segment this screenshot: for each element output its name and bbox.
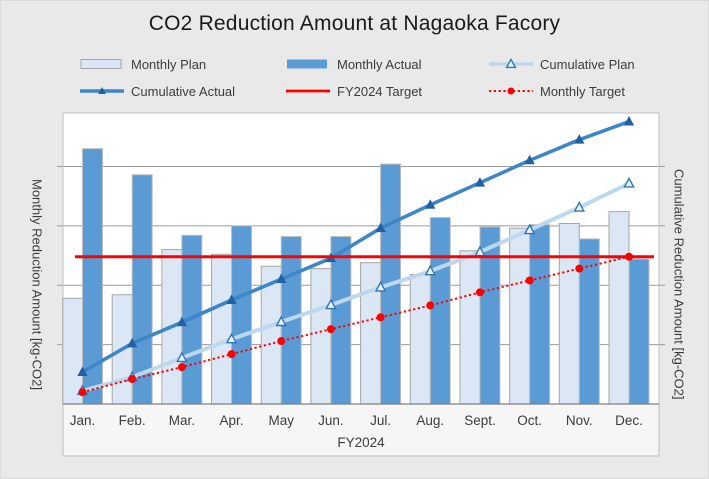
monthly-plan-bar bbox=[409, 274, 431, 405]
monthly-target-marker bbox=[376, 313, 385, 322]
monthly-target-marker bbox=[78, 388, 87, 397]
cumulative-actual-line bbox=[81, 119, 630, 374]
cumulative-actual-marker bbox=[524, 154, 535, 165]
monthly-actual-bar bbox=[429, 217, 451, 405]
cumulative-plan-marker bbox=[325, 298, 337, 310]
cumulative-actual-marker bbox=[77, 366, 88, 376]
chart-title: CO2 Reduction Amount at Nagaoka Facory bbox=[148, 12, 561, 35]
legend-label: Monthly Plan bbox=[131, 56, 207, 72]
x-axis-label: Mar. bbox=[168, 413, 195, 428]
monthly-plan-bar bbox=[62, 297, 83, 405]
monthly-plan-bar bbox=[211, 253, 233, 405]
monthly-target-marker bbox=[525, 276, 534, 285]
monthly-target-marker bbox=[575, 264, 584, 273]
right-axis-title: Cumulative Reduction Amount [kg-CO2] bbox=[671, 169, 687, 400]
legend-item-monthly-plan: Monthly Plan bbox=[79, 56, 206, 72]
x-axis-label: Jun. bbox=[318, 413, 344, 428]
legend-label: FY2024 Target bbox=[337, 83, 423, 99]
cumulative-actual-marker bbox=[474, 177, 486, 187]
line-solid-swatch bbox=[286, 89, 330, 93]
line-filled-triangle-swatch bbox=[80, 87, 124, 94]
left-axis-title: Monthly Reduction Amount [kg-CO2] bbox=[29, 179, 45, 390]
x-axis-label: Apr. bbox=[219, 413, 244, 428]
cumulative-plan-marker bbox=[225, 332, 238, 344]
legend-item-fy2024-target: FY2024 Target bbox=[285, 83, 422, 99]
cumulative-actual-marker bbox=[176, 316, 188, 327]
legend-label: Monthly Target bbox=[540, 83, 626, 99]
cumulative-actual-marker bbox=[574, 134, 585, 144]
cumulative-actual-marker bbox=[375, 222, 386, 233]
x-axis-label: Sept. bbox=[464, 413, 496, 428]
cumulative-plan-marker bbox=[523, 223, 536, 235]
x-axis-band bbox=[63, 404, 659, 456]
legend-item-monthly-actual: Monthly Actual bbox=[285, 56, 422, 72]
monthly-plan-bar bbox=[608, 211, 630, 405]
x-axis-label: Dec. bbox=[615, 413, 643, 428]
legend-item-cumulative-actual: Cumulative Actual bbox=[79, 83, 235, 99]
legend-label: Monthly Actual bbox=[337, 56, 422, 72]
x-axis-label: Feb. bbox=[118, 413, 146, 428]
monthly-actual-bar bbox=[628, 258, 650, 405]
monthly-target-marker bbox=[426, 301, 435, 310]
monthly-plan-bar bbox=[310, 268, 332, 405]
monthly-target-marker bbox=[277, 337, 286, 346]
cumulative-actual-marker bbox=[127, 337, 138, 348]
cumulative-actual-marker bbox=[226, 294, 237, 304]
monthly-target-marker bbox=[475, 288, 484, 297]
cumulative-actual-marker bbox=[623, 115, 635, 126]
monthly-actual-bar bbox=[529, 224, 551, 405]
bar-plan-swatch bbox=[80, 59, 122, 69]
x-axis-label: May bbox=[268, 413, 294, 428]
x-axis-label: Jan. bbox=[69, 413, 96, 428]
x-axis-label: Nov. bbox=[565, 413, 593, 428]
monthly-target-marker bbox=[177, 363, 186, 372]
line-open-triangle-swatch bbox=[489, 57, 533, 69]
x-axis-label: Aug. bbox=[416, 413, 445, 428]
bar-actual-swatch bbox=[287, 59, 327, 69]
x-axis-label: Oct. bbox=[517, 413, 543, 428]
monthly-actual-bar bbox=[231, 225, 253, 405]
monthly-target-marker bbox=[625, 252, 633, 261]
cumulative-plan-marker bbox=[176, 351, 188, 363]
cumulative-plan-marker bbox=[424, 264, 437, 276]
monthly-plan-bar bbox=[459, 250, 481, 405]
legend-item-cumulative-plan: Cumulative Plan bbox=[488, 56, 635, 72]
cumulative-plan-marker bbox=[623, 176, 635, 188]
monthly-target-marker bbox=[128, 375, 137, 384]
cumulative-plan-marker bbox=[573, 200, 586, 212]
cumulative-actual-marker bbox=[425, 199, 436, 209]
legend-label: Cumulative Plan bbox=[540, 56, 635, 72]
line-dotted-swatch bbox=[489, 87, 533, 95]
cumulative-plan-marker bbox=[275, 315, 287, 327]
legend-item-monthly-target: Monthly Target bbox=[488, 83, 625, 99]
x-axis-title: FY2024 bbox=[337, 435, 385, 450]
monthly-target-marker bbox=[227, 350, 236, 359]
monthly-plan-bar bbox=[360, 262, 382, 405]
cumulative-actual-marker bbox=[276, 273, 287, 284]
legend-label: Cumulative Actual bbox=[131, 83, 236, 99]
monthly-plan-bar bbox=[509, 227, 531, 405]
x-axis-label: Jul. bbox=[370, 413, 392, 428]
monthly-target-marker bbox=[326, 325, 335, 334]
cumulative-plan-line bbox=[81, 181, 630, 393]
cumulative-plan-marker bbox=[374, 280, 387, 292]
monthly-plan-bar bbox=[558, 222, 580, 405]
